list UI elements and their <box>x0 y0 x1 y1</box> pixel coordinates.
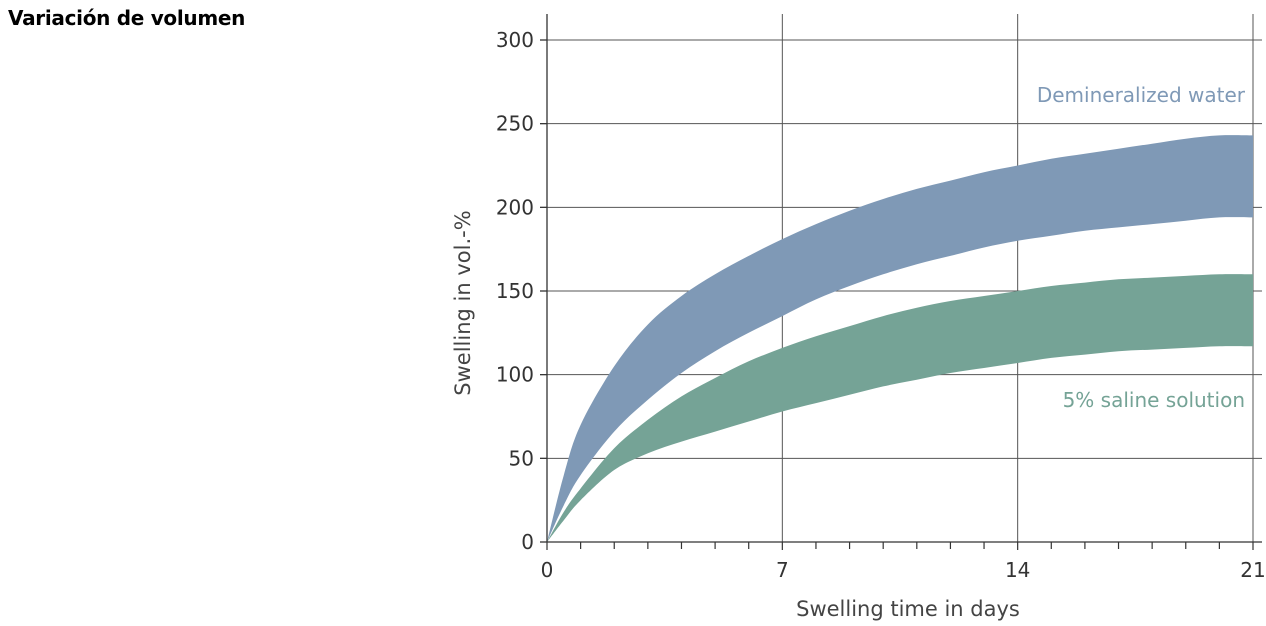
labels: Swelling time in days Swelling in vol.-% D… <box>451 83 1246 621</box>
y-tick-label-150: 150 <box>496 279 534 303</box>
y-tick-label-250: 250 <box>496 112 534 136</box>
label-demineralized-water: Demineralized water <box>1037 83 1246 107</box>
x-tick-label-0: 0 <box>541 558 554 582</box>
x-tick-label-21: 21 <box>1240 558 1265 582</box>
label-saline-solution: 5% saline solution <box>1063 388 1245 412</box>
y-tick-label-200: 200 <box>496 195 534 219</box>
band-saline-solution <box>547 274 1253 542</box>
page-title: Variación de volumen <box>8 6 246 30</box>
band-demineralized-water <box>547 135 1253 542</box>
y-tick-label-0: 0 <box>521 530 534 554</box>
y-tick-label-100: 100 <box>496 363 534 387</box>
y-tick-label-50: 50 <box>509 446 534 470</box>
axes: 0 50 100 150 200 250 300 0 7 14 21 <box>496 14 1266 582</box>
x-axis-title: Swelling time in days <box>796 597 1020 621</box>
bands <box>547 135 1253 542</box>
x-tick-label-14: 14 <box>1005 558 1030 582</box>
x-tick-label-7: 7 <box>776 558 789 582</box>
y-axis-title: Swelling in vol.-% <box>451 210 475 395</box>
y-tick-label-300: 300 <box>496 28 534 52</box>
